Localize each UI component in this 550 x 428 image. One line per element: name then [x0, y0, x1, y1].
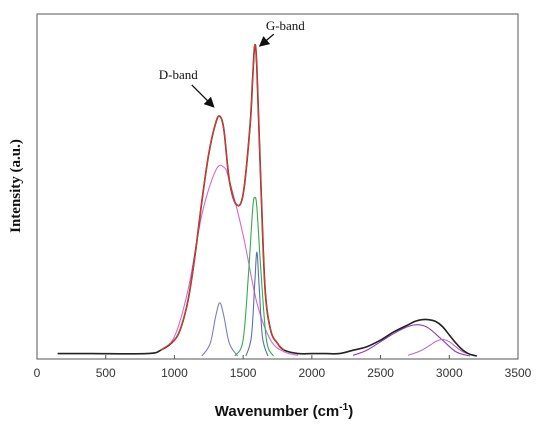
- x-tick-label: 1000: [161, 366, 188, 380]
- x-axis-title-tail: ): [348, 403, 353, 420]
- x-axis-ticks: 0 500 1000 1500 2000 2500 3000 3500: [34, 355, 532, 380]
- x-tick-label: 3000: [436, 366, 463, 380]
- x-axis-title-superscript: -1: [339, 402, 348, 413]
- series-fitted-envelope: [160, 44, 285, 351]
- series-layer: [57, 44, 477, 357]
- annotation-arrow: [191, 84, 215, 108]
- annotation-label: D-band: [159, 67, 198, 82]
- x-tick-label: 3500: [505, 366, 532, 380]
- x-axis-title: Wavenumber (cm-1): [215, 402, 353, 420]
- x-tick-label: 1500: [230, 366, 257, 380]
- x-tick-label: 2500: [367, 366, 394, 380]
- series-component-D-narrow: [201, 302, 239, 357]
- series-component-G-narrow: [245, 251, 269, 357]
- x-tick-label: 2000: [299, 366, 326, 380]
- series-component-2D-shoulder: [407, 338, 477, 357]
- plot-frame: [36, 13, 519, 360]
- series-component-D-broad: [160, 164, 299, 356]
- annotation-arrow: [258, 33, 275, 47]
- annotation-label: G-band: [266, 18, 305, 33]
- y-axis-title: Intensity (a.u.): [8, 139, 24, 233]
- x-tick-label: 500: [96, 366, 116, 380]
- series-component-2D-main: [352, 324, 471, 357]
- series-component-G-main: [234, 196, 274, 357]
- x-axis-title-main: Wavenumber (cm: [215, 403, 339, 420]
- annotations: D-band G-band: [159, 18, 305, 108]
- x-tick-label: 0: [34, 366, 41, 380]
